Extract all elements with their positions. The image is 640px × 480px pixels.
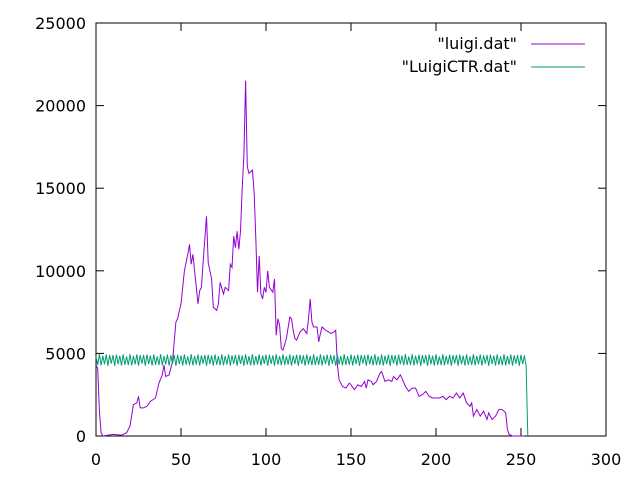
series-layer <box>95 80 529 437</box>
x-tick-label: 150 <box>336 450 367 469</box>
x-tick-label: 0 <box>91 450 101 469</box>
x-tick-label: 250 <box>506 450 537 469</box>
x-tick-label: 300 <box>591 450 622 469</box>
y-tick-label: 10000 <box>35 262 86 281</box>
x-tick-label: 50 <box>171 450 191 469</box>
y-tick-label: 25000 <box>35 14 86 33</box>
y-tick-label: 15000 <box>35 179 86 198</box>
y-tick-label: 0 <box>76 427 86 446</box>
plot-axes: 0 5000 10000 15000 20000 25000 0 50 100 150 200 250… <box>35 14 621 469</box>
legend-entry-label: "luigi.dat" <box>437 34 517 53</box>
series-line-luigictr <box>95 354 529 437</box>
legend: "luigi.dat" "LuigiCTR.dat" <box>402 34 585 76</box>
series-line-luigi <box>95 80 525 437</box>
plot-frame <box>95 22 607 437</box>
legend-entry-label: "LuigiCTR.dat" <box>402 57 517 76</box>
y-tick-label: 20000 <box>35 97 86 116</box>
y-tick-label: 5000 <box>45 344 86 363</box>
x-tick-label: 200 <box>421 450 452 469</box>
x-tick-label: 100 <box>251 450 282 469</box>
